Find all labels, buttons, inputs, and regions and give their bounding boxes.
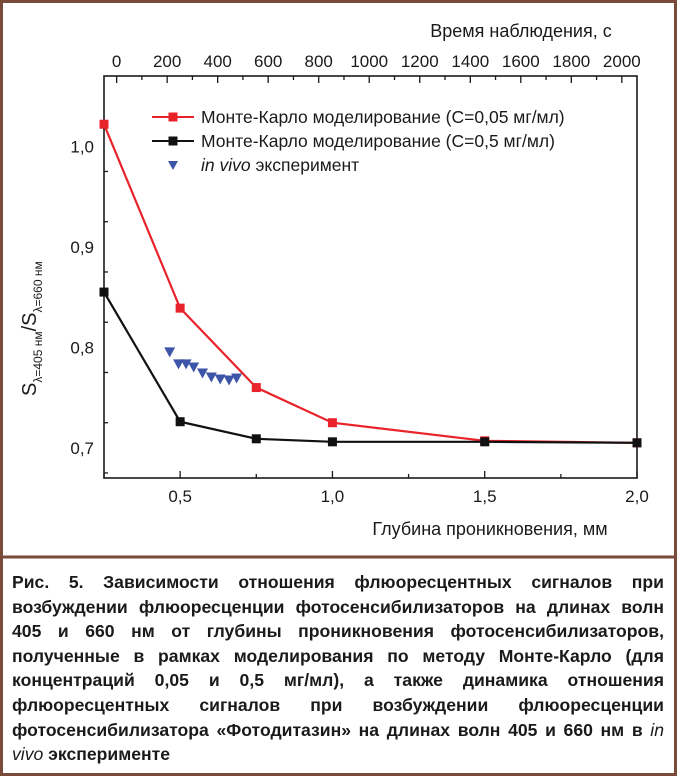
series-3-point bbox=[188, 362, 200, 373]
top-axis-label: Время наблюдения, с bbox=[430, 21, 611, 41]
y-tick-label: 0,9 bbox=[70, 238, 94, 257]
series-3-point bbox=[214, 374, 226, 385]
caption-tail: эксперименте bbox=[43, 744, 171, 765]
series-3-point bbox=[205, 372, 217, 383]
legend-label-series-3: in vivo эксперимент bbox=[201, 155, 359, 175]
series-2-point bbox=[99, 287, 109, 297]
series-2-point bbox=[327, 437, 337, 447]
series-1-point bbox=[251, 383, 261, 393]
x-axis-label: Глубина проникновения, мм bbox=[372, 519, 607, 539]
legend-label-series-2: Монте-Карло моделирование (С=0,5 мг/мл) bbox=[201, 131, 555, 151]
y-label-slash: /S bbox=[19, 313, 41, 332]
x-tick-label: 1,5 bbox=[473, 487, 497, 506]
y-label-main: S bbox=[19, 383, 41, 396]
x2-tick-label: 1000 bbox=[350, 52, 388, 71]
x2-tick-label: 200 bbox=[153, 52, 181, 71]
x2-tick-label: 600 bbox=[254, 52, 282, 71]
y-axis-label: Sλ=405 нм/Sλ=660 нм bbox=[19, 261, 45, 396]
y-label-sub1: λ=405 нм bbox=[31, 331, 45, 382]
series-3-point bbox=[180, 359, 192, 370]
series-2-point bbox=[480, 437, 490, 447]
x2-tick-label: 2000 bbox=[603, 52, 641, 71]
series-3-point bbox=[164, 347, 176, 358]
series-2-point bbox=[251, 434, 261, 444]
x-tick-label: 1,0 bbox=[321, 487, 345, 506]
series-layer bbox=[99, 119, 642, 448]
x2-tick-label: 1400 bbox=[451, 52, 489, 71]
legend-marker-series-1 bbox=[168, 112, 178, 122]
series-2-line bbox=[103, 291, 638, 444]
series-3-point bbox=[223, 375, 235, 386]
x2-tick-label: 0 bbox=[112, 52, 121, 71]
caption-italic: in vivo bbox=[12, 719, 664, 765]
y-tick-label: 1,0 bbox=[70, 137, 94, 156]
y-tick-label: 0,7 bbox=[70, 439, 94, 458]
series-1-line bbox=[102, 123, 638, 444]
series-3-point bbox=[173, 359, 185, 370]
x2-tick-label: 400 bbox=[203, 52, 231, 71]
series-1-point bbox=[327, 418, 337, 428]
series-3-point bbox=[197, 368, 209, 379]
series-3-point bbox=[231, 373, 243, 384]
plot-area bbox=[103, 75, 638, 479]
y-label-sub2: λ=660 нм bbox=[31, 261, 45, 312]
series-1-point bbox=[99, 119, 109, 129]
legend-label-series-1: Монте-Карло моделирование (С=0,05 мг/мл) bbox=[201, 107, 565, 127]
legend-marker-series-2 bbox=[168, 136, 178, 146]
series-2-point bbox=[175, 417, 185, 427]
legend-marker-series-3 bbox=[168, 161, 178, 170]
figure-caption: Рис. 5. Зависимости отношения флюоресцен… bbox=[12, 570, 664, 767]
x-tick-label: 2,0 bbox=[625, 487, 649, 506]
y-tick-label: 0,8 bbox=[70, 338, 94, 357]
chart: 0,5 1,0 1,5 2,0 0,7 0,8 0,9 1,0 0 200 400 600 800 100… bbox=[19, 21, 649, 539]
x-tick-label: 0,5 bbox=[168, 487, 192, 506]
series-1-point bbox=[175, 303, 185, 313]
x2-tick-label: 800 bbox=[305, 52, 333, 71]
axis-ticks bbox=[103, 76, 638, 478]
svg-text:Sλ=405 нм/Sλ=660 нм: Sλ=405 нм/Sλ=660 нм bbox=[19, 261, 45, 396]
x2-tick-label: 1600 bbox=[502, 52, 540, 71]
series-2-point bbox=[632, 438, 642, 448]
legend: Монте-Карло моделирование (С=0,05 мг/мл)… bbox=[152, 107, 565, 175]
tick-labels: 0,5 1,0 1,5 2,0 0,7 0,8 0,9 1,0 0 200 400 600 800 100… bbox=[70, 52, 648, 506]
caption-text: Рис. 5. Зависимости отношения флюоресцен… bbox=[12, 572, 664, 740]
x2-tick-label: 1800 bbox=[552, 52, 590, 71]
x2-tick-label: 1200 bbox=[401, 52, 439, 71]
